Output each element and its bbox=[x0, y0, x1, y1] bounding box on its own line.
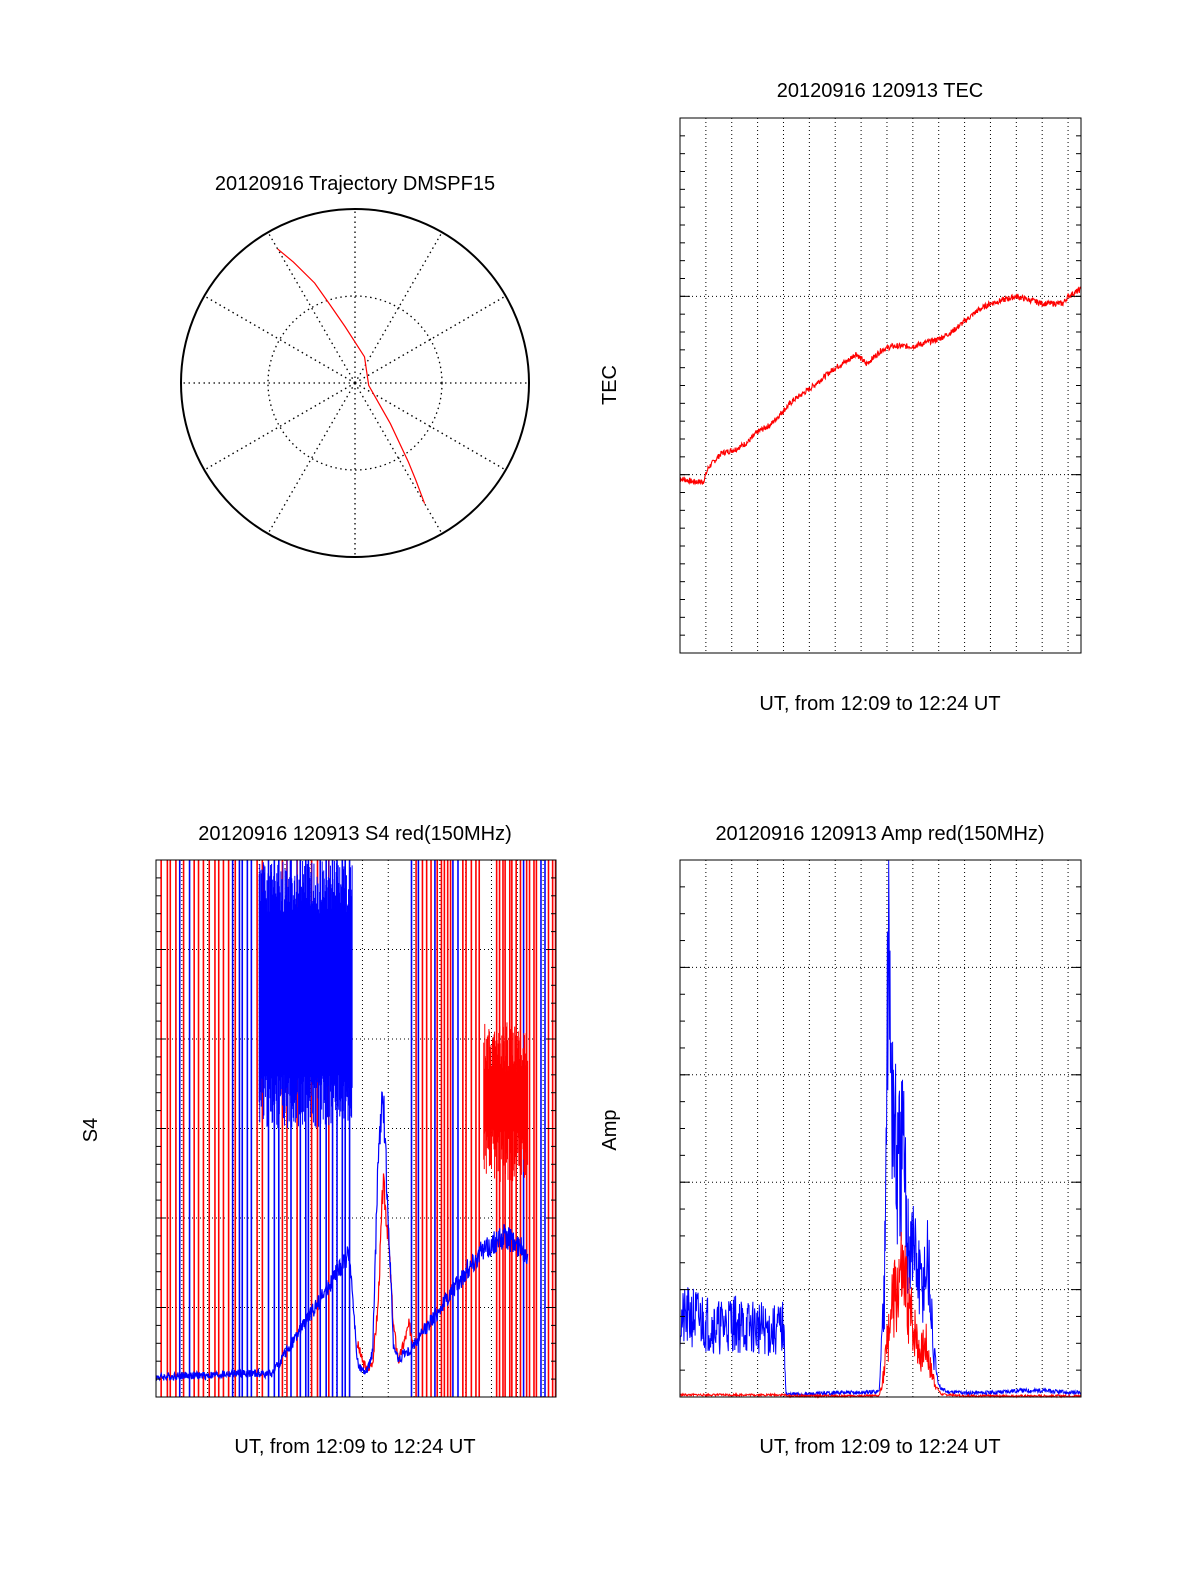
polar-grid bbox=[181, 209, 529, 557]
amp-series bbox=[679, 859, 1082, 1399]
tec-ticks bbox=[680, 117, 1081, 654]
polar-spoke bbox=[203, 382, 356, 471]
polar-title: 20120916 Trajectory DMSPF15 bbox=[215, 173, 495, 195]
tec-grid bbox=[680, 118, 1081, 653]
polar-spoke bbox=[354, 382, 443, 535]
tec-y-axis-label: TEC bbox=[599, 365, 621, 405]
s4-y-axis-label: S4 bbox=[80, 1118, 102, 1142]
s4-plot: 20120916 120913 S4 red(150MHz) UT, from … bbox=[80, 823, 557, 1458]
amp-x-axis-label: UT, from 12:09 to 12:24 UT bbox=[759, 1436, 1000, 1458]
amp-title: 20120916 120913 Amp red(150MHz) bbox=[715, 823, 1044, 845]
s4-red-line bbox=[356, 1173, 415, 1372]
amp-plot: 20120916 120913 Amp red(150MHz) UT, from… bbox=[599, 823, 1082, 1458]
s4-series bbox=[155, 1091, 529, 1382]
s4-x-axis-label: UT, from 12:09 to 12:24 UT bbox=[234, 1436, 475, 1458]
polar-inner-ring bbox=[267, 295, 443, 471]
polar-outer-ring bbox=[180, 208, 530, 558]
tec-x-axis-label: UT, from 12:09 to 12:24 UT bbox=[759, 693, 1000, 715]
tec-axes-frame bbox=[679, 117, 1082, 654]
amp-grid bbox=[680, 860, 1081, 1397]
trajectory-line bbox=[277, 248, 426, 504]
polar-spoke bbox=[354, 295, 507, 384]
tec-series bbox=[679, 286, 1082, 486]
amp-ticks bbox=[680, 859, 1081, 1398]
amp-y-axis-label: Amp bbox=[599, 1109, 621, 1150]
polar-spoke bbox=[354, 231, 443, 384]
trajectory-polar-plot: 20120916 Trajectory DMSPF15 bbox=[180, 173, 530, 558]
polar-spoke bbox=[267, 231, 356, 384]
polar-trajectory-series bbox=[277, 248, 426, 504]
tec-line bbox=[679, 286, 1082, 486]
tec-title: 20120916 120913 TEC bbox=[777, 80, 983, 102]
tec-plot: 20120916 120913 TEC UT, from 12:09 to 12… bbox=[599, 80, 1082, 715]
amp-blue-line bbox=[679, 859, 1082, 1398]
s4-dropout-spikes bbox=[160, 860, 557, 1397]
amp-axes-frame bbox=[679, 859, 1082, 1398]
polar-spoke bbox=[203, 295, 356, 384]
s4-ticks bbox=[156, 859, 556, 1398]
polar-spoke bbox=[354, 382, 507, 471]
s4-blue-line bbox=[155, 1091, 529, 1382]
s4-title: 20120916 120913 S4 red(150MHz) bbox=[198, 823, 512, 845]
polar-spoke bbox=[267, 382, 356, 535]
